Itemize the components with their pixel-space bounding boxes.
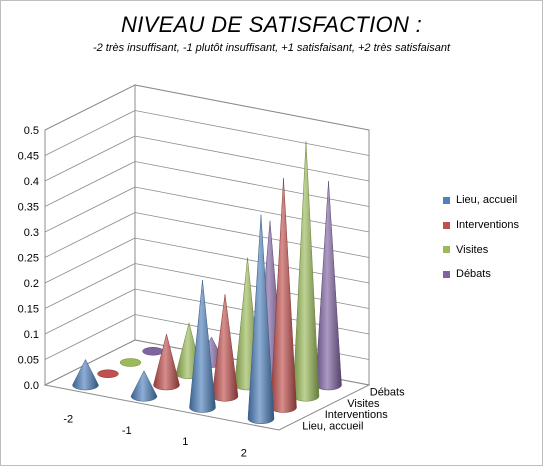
chart-title: NIVEAU DE SATISFACTION :	[121, 12, 422, 37]
cone	[247, 214, 275, 424]
cone-base	[97, 369, 119, 378]
cone	[189, 279, 216, 413]
z-tick-label: 0.15	[18, 304, 39, 316]
cone	[130, 370, 158, 402]
gridline	[44, 110, 370, 156]
z-tick-label: 0.3	[24, 227, 39, 239]
legend-item: Lieu, accueil	[443, 188, 543, 213]
cone-base	[142, 347, 164, 356]
x-tick-label: 1	[182, 436, 188, 448]
legend-swatch	[443, 270, 450, 278]
x-tick-label: 2	[241, 447, 247, 459]
x-tick-label: -1	[122, 425, 132, 437]
depth-tick-label: Lieu, accueil	[302, 420, 363, 432]
cone	[72, 358, 99, 391]
chart-legend: Lieu, accueil Interventions Visites Débats	[443, 188, 543, 287]
legend-item: Interventions	[443, 213, 543, 238]
gridline	[44, 263, 370, 309]
legend-label: Lieu, accueil	[456, 194, 518, 207]
z-tick-label: 0.2	[24, 278, 39, 290]
gridline	[44, 84, 370, 131]
legend-swatch	[443, 246, 450, 254]
legend-item: Visites	[443, 237, 543, 262]
x-tick-label: -2	[63, 414, 73, 426]
z-tick-label: 0.25	[18, 253, 39, 265]
depth-tick-label: Interventions	[325, 409, 388, 421]
cone-base	[119, 358, 142, 367]
gridline	[44, 186, 370, 233]
legend-label: Débats	[456, 268, 491, 281]
z-tick-label: 0.05	[18, 355, 39, 367]
gridline	[44, 212, 370, 258]
gridline	[44, 161, 370, 207]
z-tick-label: 0.0	[24, 380, 39, 392]
legend-swatch	[443, 221, 450, 229]
legend-label: Visites	[456, 243, 489, 256]
depth-tick-label: Visites	[347, 398, 380, 410]
z-tick-label: 0.4	[24, 176, 39, 188]
legend-label: Interventions	[456, 219, 519, 232]
z-tick-label: 0.1	[24, 329, 39, 341]
z-tick-label: 0.5	[24, 125, 39, 137]
gridline	[44, 135, 370, 182]
cone	[153, 333, 180, 391]
z-tick-label: 0.45	[18, 151, 39, 163]
gridline	[44, 237, 370, 284]
legend-item: Débats	[443, 262, 543, 287]
depth-tick-label: Débats	[370, 387, 405, 399]
legend-swatch	[443, 196, 450, 204]
chart-subtitle: -2 très insuffisant, -1 plutôt insuffisa…	[92, 42, 451, 54]
z-tick-label: 0.35	[18, 202, 39, 214]
